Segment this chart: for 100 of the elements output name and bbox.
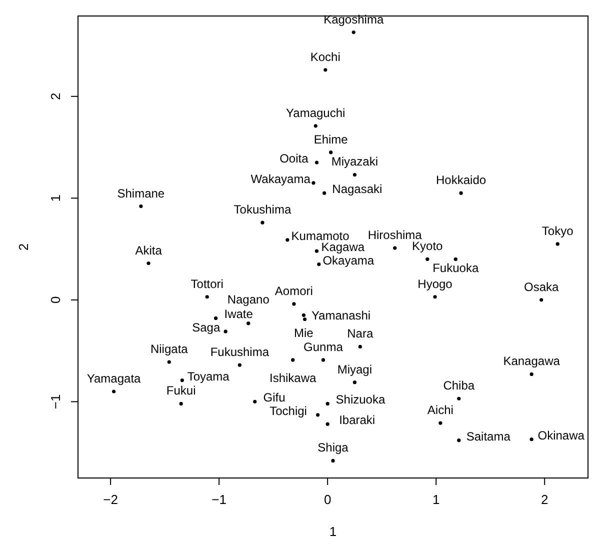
point bbox=[352, 172, 356, 177]
y-axis-title: 2 bbox=[16, 243, 31, 251]
point bbox=[224, 330, 228, 334]
data-label: Kagoshima bbox=[324, 12, 384, 26]
point bbox=[352, 30, 356, 34]
x-tick-label: −1 bbox=[212, 492, 226, 507]
data-label: Yamagata bbox=[86, 372, 142, 386]
point bbox=[260, 220, 264, 224]
point bbox=[530, 438, 534, 442]
point bbox=[433, 295, 437, 299]
point bbox=[454, 257, 458, 262]
data-label: Ishikawa bbox=[270, 370, 317, 385]
point bbox=[326, 422, 330, 426]
point bbox=[329, 150, 333, 154]
data-label: Mie bbox=[294, 326, 314, 340]
point bbox=[312, 181, 316, 185]
data-label: Hokkaido bbox=[436, 173, 486, 188]
y-tick-label: 1 bbox=[48, 194, 63, 202]
data-label: Iwate bbox=[224, 307, 254, 322]
data-label: Aichi bbox=[427, 403, 454, 418]
data-label: Miyazaki bbox=[331, 154, 378, 169]
point bbox=[167, 360, 171, 364]
data-label: Tokushima bbox=[234, 202, 292, 217]
y-tick-label: 0 bbox=[48, 296, 63, 304]
point bbox=[314, 249, 319, 253]
data-label: Niigata bbox=[150, 342, 188, 356]
y-tick-label: 2 bbox=[48, 92, 63, 100]
point bbox=[530, 372, 534, 376]
x-axis-title: 1 bbox=[329, 524, 337, 539]
point bbox=[426, 257, 430, 262]
point bbox=[180, 378, 184, 382]
y-tick-label: −1 bbox=[48, 394, 63, 410]
data-label: Osaka bbox=[524, 280, 560, 294]
point bbox=[457, 396, 461, 400]
point bbox=[358, 344, 362, 349]
point bbox=[179, 402, 183, 406]
point bbox=[286, 238, 290, 242]
point bbox=[326, 402, 330, 406]
point bbox=[352, 380, 356, 384]
point bbox=[393, 246, 397, 250]
point bbox=[438, 421, 442, 425]
data-label: Kanagawa bbox=[503, 354, 560, 368]
point bbox=[331, 458, 335, 462]
data-label: Hyogo bbox=[418, 276, 453, 291]
data-label: Ooita bbox=[280, 152, 309, 166]
data-label: Shizuoka bbox=[336, 392, 386, 407]
point bbox=[457, 438, 461, 442]
data-label: Kochi bbox=[310, 50, 340, 64]
point bbox=[321, 358, 326, 362]
data-label: Akita bbox=[135, 243, 162, 258]
data-label: Saga bbox=[192, 320, 220, 334]
data-label: Okinawa bbox=[538, 428, 585, 442]
point bbox=[556, 242, 560, 246]
data-label: Tokyo bbox=[542, 224, 574, 238]
point bbox=[314, 160, 319, 164]
data-label: Wakayama bbox=[250, 172, 311, 186]
point bbox=[146, 261, 150, 266]
x-tick-label: 1 bbox=[432, 492, 440, 507]
data-label: Toyama bbox=[187, 369, 230, 384]
point bbox=[459, 191, 463, 195]
data-label: Gifu bbox=[263, 390, 286, 405]
point bbox=[540, 298, 544, 302]
data-label: Kumamoto bbox=[291, 228, 350, 243]
point bbox=[317, 262, 321, 266]
point bbox=[292, 302, 296, 306]
point bbox=[246, 322, 250, 326]
data-label: Okayama bbox=[322, 253, 374, 268]
data-label: Ehime bbox=[314, 132, 348, 146]
data-label: Gunma bbox=[304, 340, 344, 354]
data-label: Tochigi bbox=[270, 404, 307, 418]
data-label: Nagasaki bbox=[332, 182, 382, 196]
data-label: Kagawa bbox=[321, 240, 365, 254]
point bbox=[112, 390, 116, 394]
point bbox=[316, 413, 320, 417]
data-label: Fukushima bbox=[210, 345, 270, 360]
point bbox=[238, 363, 242, 367]
data-label: Chiba bbox=[443, 378, 475, 393]
point bbox=[324, 68, 328, 72]
point bbox=[205, 295, 209, 299]
point bbox=[314, 124, 318, 128]
data-label: Nagano bbox=[227, 292, 270, 306]
x-tick-label: 2 bbox=[540, 492, 548, 507]
data-label: Miyagi bbox=[337, 362, 372, 376]
data-label: Fukuoka bbox=[432, 260, 479, 275]
point bbox=[302, 313, 306, 317]
point bbox=[291, 358, 295, 362]
data-label: Aomori bbox=[274, 284, 313, 298]
point bbox=[139, 204, 143, 208]
data-label: Saitama bbox=[466, 429, 511, 444]
data-label: Tottori bbox=[190, 276, 224, 291]
point bbox=[302, 317, 307, 322]
data-label: Shimane bbox=[117, 186, 165, 200]
point bbox=[253, 400, 257, 404]
x-tick-label: 0 bbox=[324, 492, 332, 507]
data-label: Yamanashi bbox=[311, 308, 371, 322]
data-label: Ibaraki bbox=[339, 413, 376, 428]
point bbox=[322, 191, 326, 195]
data-label: Nara bbox=[347, 326, 374, 341]
point bbox=[214, 316, 218, 320]
data-label: Yamaguchi bbox=[286, 106, 346, 120]
